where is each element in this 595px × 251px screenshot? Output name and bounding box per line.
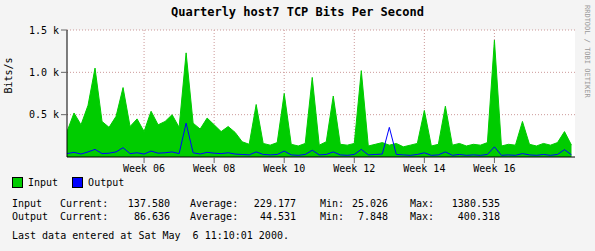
html-text:Average:: Average: <box>190 211 239 222</box>
svg-text:Week 08: Week 08 <box>193 163 235 174</box>
html-text:137.580: 137.580 <box>127 198 170 209</box>
html-text:Input: Input <box>12 198 43 209</box>
svg-text:1.0 k: 1.0 k <box>29 67 59 78</box>
html-text:Last data entered at Sat May 6: Last data entered at Sat May 6 11:10:01 … <box>12 230 289 241</box>
html-text:Input: Input <box>28 177 59 188</box>
html-text:400.318: 400.318 <box>457 211 500 222</box>
svg-text:Week 06: Week 06 <box>123 163 165 174</box>
svg-text:Week 16: Week 16 <box>473 163 515 174</box>
svg-text:Week 10: Week 10 <box>263 163 305 174</box>
svg-text:Week 12: Week 12 <box>333 163 375 174</box>
html-text:Output: Output <box>12 211 49 222</box>
svg-text:Bits/s: Bits/s <box>8 57 14 93</box>
html-text:44.531: 44.531 <box>259 211 296 222</box>
html-text:Average:: Average: <box>190 198 239 209</box>
html-text:7.848: 7.848 <box>357 211 388 222</box>
html-text:Current:: Current: <box>60 198 109 209</box>
html-text:86.636: 86.636 <box>133 211 170 222</box>
html-text:Quarterly host7 TCP Bits Per S: Quarterly host7 TCP Bits Per Second <box>171 5 424 19</box>
svg-text:Week 14: Week 14 <box>403 163 445 174</box>
html-text:25.026: 25.026 <box>351 198 388 209</box>
html-text:229.177: 229.177 <box>253 198 296 209</box>
svg-text:RRDTOOL / TOBI OETIKER: RRDTOOL / TOBI OETIKER <box>583 5 587 99</box>
svg-text:1.5 k: 1.5 k <box>29 25 59 36</box>
svg-text:0.5 k: 0.5 k <box>29 109 59 120</box>
html-text:Min:: Min: <box>320 211 345 222</box>
html-text:Current:: Current: <box>60 211 109 222</box>
html-text:Max:: Max: <box>410 198 435 209</box>
html-text:Output: Output <box>88 177 125 188</box>
html-text:Max:: Max: <box>410 211 435 222</box>
html-text:1380.535: 1380.535 <box>451 198 500 209</box>
html-text:Min:: Min: <box>320 198 345 209</box>
